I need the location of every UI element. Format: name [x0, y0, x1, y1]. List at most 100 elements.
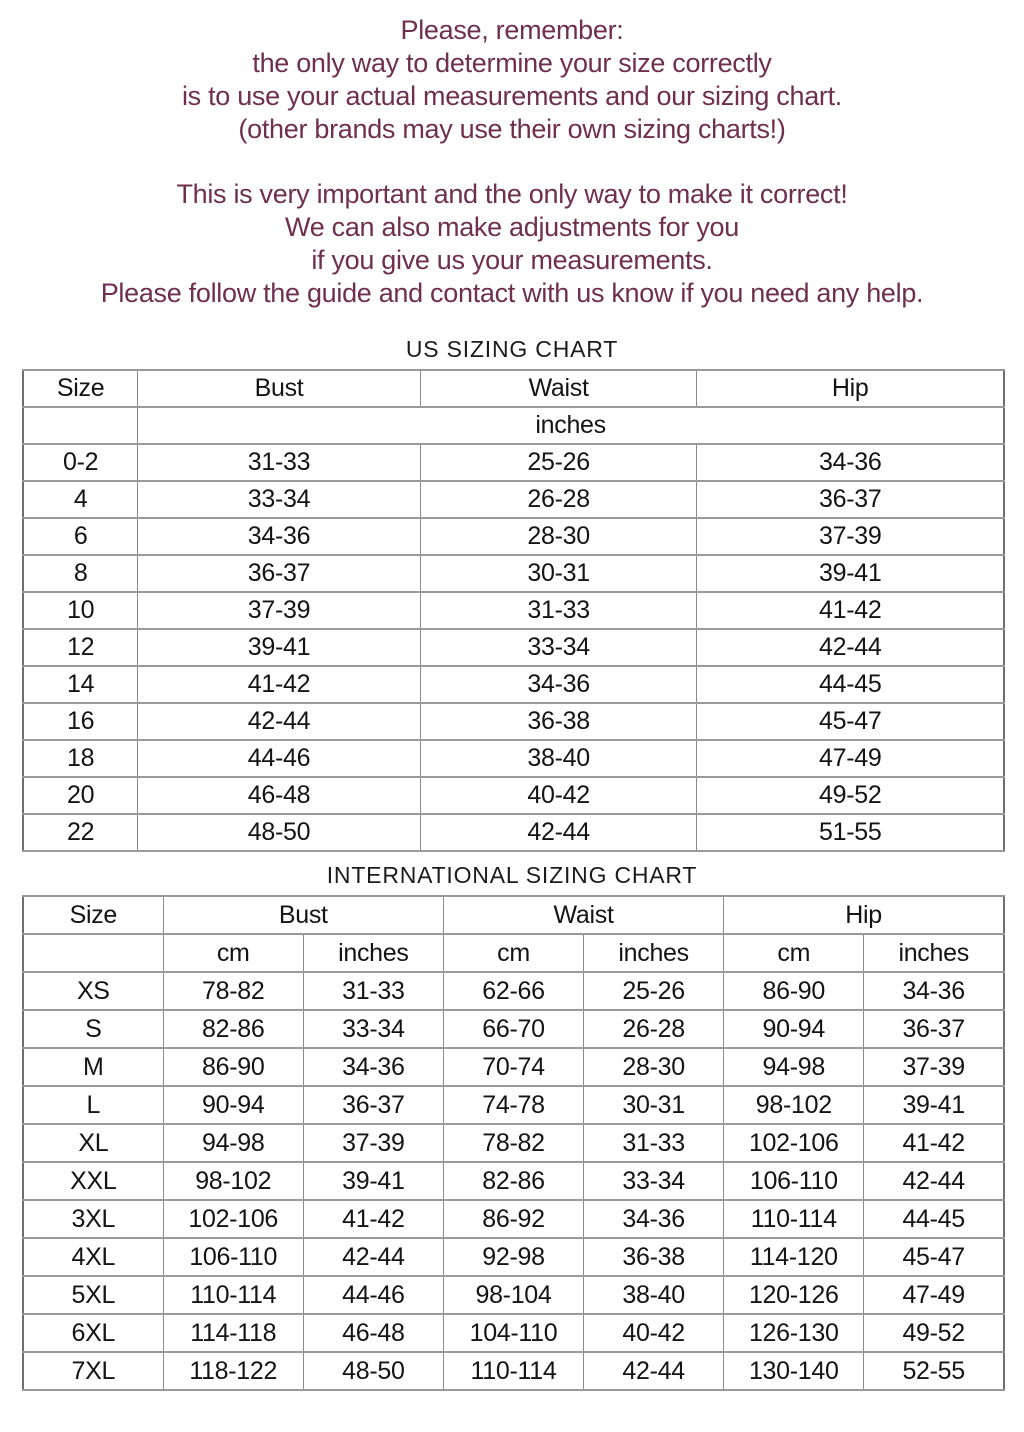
waist-in-cell: 31-33 — [583, 1123, 725, 1163]
table-row: XXL 98-102 39-41 82-86 33-34 106-110 42-44 — [22, 1161, 1005, 1201]
hip-cell: 34-36 — [696, 443, 1005, 482]
unit-label-cell: inches — [583, 933, 725, 973]
size-cell: 12 — [22, 628, 139, 667]
waist-cell: 28-30 — [419, 517, 698, 556]
us-header-row: Size Bust Waist Hip — [22, 369, 1005, 408]
intl-table-header: Size Bust Waist Hip cm inches cm inches … — [22, 895, 1005, 973]
size-cell: XS — [22, 971, 164, 1011]
table-row: 8 36-37 30-31 39-41 — [22, 554, 1005, 593]
bust-in-cell: 42-44 — [302, 1237, 444, 1277]
hip-cell: 37-39 — [696, 517, 1005, 556]
unit-label-cell: cm — [162, 933, 304, 973]
waist-cm-cell: 70-74 — [442, 1047, 585, 1087]
waist-in-cell: 36-38 — [583, 1237, 725, 1277]
hip-cm-cell: 98-102 — [723, 1085, 865, 1125]
column-header-size: Size — [22, 895, 164, 935]
table-row: 20 46-48 40-42 49-52 — [22, 776, 1005, 815]
empty-cell — [22, 406, 139, 445]
bust-in-cell: 46-48 — [302, 1313, 444, 1353]
bust-cm-cell: 82-86 — [162, 1009, 304, 1049]
column-header-bust: Bust — [137, 369, 421, 408]
unit-label-cell: inches — [137, 406, 1005, 445]
bust-cell: 39-41 — [137, 628, 421, 667]
bust-cm-cell: 114-118 — [162, 1313, 304, 1353]
bust-in-cell: 41-42 — [302, 1199, 444, 1239]
table-row: M 86-90 34-36 70-74 28-30 94-98 37-39 — [22, 1047, 1005, 1087]
waist-cell: 33-34 — [419, 628, 698, 667]
bust-in-cell: 39-41 — [302, 1161, 444, 1201]
us-table-body: 0-2 31-33 25-26 34-36 4 33-34 26-28 36-37 6 34-36… — [22, 443, 1005, 852]
hip-in-cell: 34-36 — [863, 971, 1005, 1011]
bust-cell: 41-42 — [137, 665, 421, 704]
size-cell: S — [22, 1009, 164, 1049]
size-cell: 4XL — [22, 1237, 164, 1277]
hip-cm-cell: 106-110 — [723, 1161, 865, 1201]
waist-cm-cell: 92-98 — [442, 1237, 585, 1277]
waist-cell: 30-31 — [419, 554, 698, 593]
hip-cm-cell: 110-114 — [723, 1199, 865, 1239]
hip-cell: 39-41 — [696, 554, 1005, 593]
table-row: 16 42-44 36-38 45-47 — [22, 702, 1005, 741]
table-row: XS 78-82 31-33 62-66 25-26 86-90 34-36 — [22, 971, 1005, 1011]
international-chart-title: INTERNATIONAL SIZING CHART — [326, 862, 698, 888]
table-row: 7XL 118-122 48-50 110-114 42-44 130-140 52-55 — [22, 1351, 1005, 1391]
waist-cell: 42-44 — [419, 813, 698, 852]
bust-cell: 42-44 — [137, 702, 421, 741]
bust-in-cell: 37-39 — [302, 1123, 444, 1163]
size-cell: XXL — [22, 1161, 164, 1201]
bust-in-cell: 44-46 — [302, 1275, 444, 1315]
unit-label-cell: inches — [302, 933, 444, 973]
table-row: 10 37-39 31-33 41-42 — [22, 591, 1005, 630]
bust-cm-cell: 78-82 — [162, 971, 304, 1011]
intro-line: This is very important and the only way … — [176, 179, 848, 209]
waist-cm-cell: 82-86 — [442, 1161, 585, 1201]
intro-line: We can also make adjustments for you — [285, 212, 739, 242]
intro-line: (other brands may use their own sizing c… — [238, 114, 786, 144]
hip-in-cell: 39-41 — [863, 1085, 1005, 1125]
hip-in-cell: 52-55 — [863, 1351, 1005, 1391]
hip-cell: 42-44 — [696, 628, 1005, 667]
bust-in-cell: 36-37 — [302, 1085, 444, 1125]
hip-cm-cell: 126-130 — [723, 1313, 865, 1353]
bust-cm-cell: 118-122 — [162, 1351, 304, 1391]
size-cell: 18 — [22, 739, 139, 778]
hip-cm-cell: 130-140 — [723, 1351, 865, 1391]
table-row: XL 94-98 37-39 78-82 31-33 102-106 41-42 — [22, 1123, 1005, 1163]
hip-cell: 49-52 — [696, 776, 1005, 815]
table-row: 4 33-34 26-28 36-37 — [22, 480, 1005, 519]
us-table-header: Size Bust Waist Hip inches — [22, 369, 1005, 445]
hip-cm-cell: 102-106 — [723, 1123, 865, 1163]
hip-cell: 41-42 — [696, 591, 1005, 630]
unit-label-cell: inches — [863, 933, 1005, 973]
bust-in-cell: 33-34 — [302, 1009, 444, 1049]
size-cell: 16 — [22, 702, 139, 741]
column-header-hip: Hip — [696, 369, 1005, 408]
waist-in-cell: 25-26 — [583, 971, 725, 1011]
table-row: 14 41-42 34-36 44-45 — [22, 665, 1005, 704]
hip-cell: 36-37 — [696, 480, 1005, 519]
waist-cm-cell: 62-66 — [442, 971, 585, 1011]
waist-cell: 38-40 — [419, 739, 698, 778]
size-cell: 6 — [22, 517, 139, 556]
intl-table-body: XS 78-82 31-33 62-66 25-26 86-90 34-36 S 82-86 33… — [22, 971, 1005, 1391]
waist-cell: 40-42 — [419, 776, 698, 815]
waist-in-cell: 38-40 — [583, 1275, 725, 1315]
waist-in-cell: 26-28 — [583, 1009, 725, 1049]
size-cell: 8 — [22, 554, 139, 593]
intl-unit-row: cm inches cm inches cm inches — [22, 933, 1005, 973]
empty-cell — [22, 933, 164, 973]
column-header-waist: Waist — [442, 895, 725, 935]
table-row: 6XL 114-118 46-48 104-110 40-42 126-130 49-52 — [22, 1313, 1005, 1353]
size-cell: M — [22, 1047, 164, 1087]
table-row: S 82-86 33-34 66-70 26-28 90-94 36-37 — [22, 1009, 1005, 1049]
size-cell: 5XL — [22, 1275, 164, 1315]
waist-in-cell: 30-31 — [583, 1085, 725, 1125]
intro-text-block: Please, remember: the only way to determ… — [0, 0, 1024, 310]
waist-cm-cell: 110-114 — [442, 1351, 585, 1391]
size-cell: 3XL — [22, 1199, 164, 1239]
intro-line: Please follow the guide and contact with… — [100, 278, 924, 308]
column-header-hip: Hip — [723, 895, 1005, 935]
bust-cm-cell: 98-102 — [162, 1161, 304, 1201]
waist-cell: 26-28 — [419, 480, 698, 519]
hip-cm-cell: 120-126 — [723, 1275, 865, 1315]
